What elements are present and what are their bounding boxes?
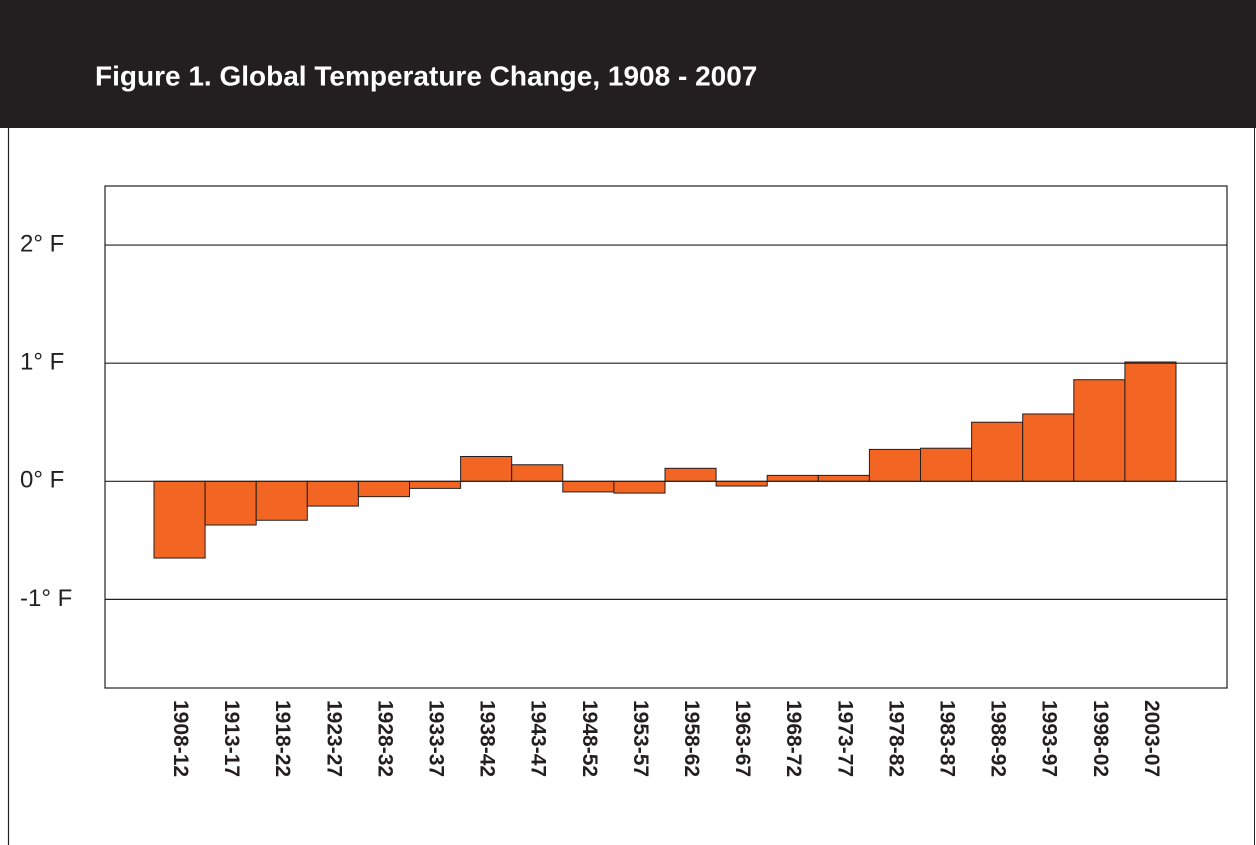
bar xyxy=(357,480,410,498)
x-tick-label: 1968-72 xyxy=(782,700,805,777)
bar xyxy=(204,480,257,526)
y-tick-label: 0° F xyxy=(20,467,64,494)
bar xyxy=(153,480,206,559)
bar xyxy=(1022,413,1075,482)
bar xyxy=(409,480,462,489)
header-band xyxy=(0,0,1256,128)
x-tick-label: 2003-07 xyxy=(1140,700,1163,777)
bar xyxy=(817,474,870,482)
x-tick-label: 1988-92 xyxy=(987,700,1010,777)
bar xyxy=(766,474,819,482)
bar xyxy=(613,480,666,494)
x-tick-label: 1948-52 xyxy=(578,700,601,777)
bar xyxy=(511,464,564,482)
x-tick-label: 1933-37 xyxy=(425,700,448,777)
x-tick-label: 1938-42 xyxy=(476,700,499,777)
bar xyxy=(1124,361,1177,482)
bar xyxy=(306,480,359,507)
x-tick-label: 1953-57 xyxy=(629,700,652,777)
x-tick-label: 1983-87 xyxy=(936,700,959,777)
x-tick-label: 1998-02 xyxy=(1089,700,1112,777)
y-tick-label: -1° F xyxy=(20,585,72,612)
bar xyxy=(664,467,717,482)
bar xyxy=(715,480,768,487)
bar xyxy=(460,455,513,482)
x-tick-label: 1908-12 xyxy=(169,700,192,777)
bar xyxy=(562,480,615,493)
x-tick-label: 1918-22 xyxy=(271,700,294,777)
bar xyxy=(868,448,922,482)
x-tick-label: 1913-17 xyxy=(220,700,243,777)
x-tick-label: 1978-82 xyxy=(884,700,907,777)
bar xyxy=(255,480,308,521)
plot-frame xyxy=(104,185,1228,689)
x-tick-label: 1993-97 xyxy=(1038,700,1061,777)
x-tick-label: 1943-47 xyxy=(527,700,550,777)
y-tick-label: 1° F xyxy=(20,349,64,376)
x-tick-label: 1973-77 xyxy=(833,700,856,777)
bar xyxy=(1073,379,1126,482)
chart-title: Figure 1. Global Temperature Change, 190… xyxy=(95,60,757,91)
bar xyxy=(971,421,1024,482)
x-tick-label: 1958-62 xyxy=(680,700,703,777)
x-tick-label: 1923-27 xyxy=(322,700,345,777)
bar xyxy=(920,447,973,482)
y-tick-label: 2° F xyxy=(20,230,64,257)
x-tick-label: 1963-67 xyxy=(731,700,754,777)
x-tick-label: 1928-32 xyxy=(373,700,396,777)
